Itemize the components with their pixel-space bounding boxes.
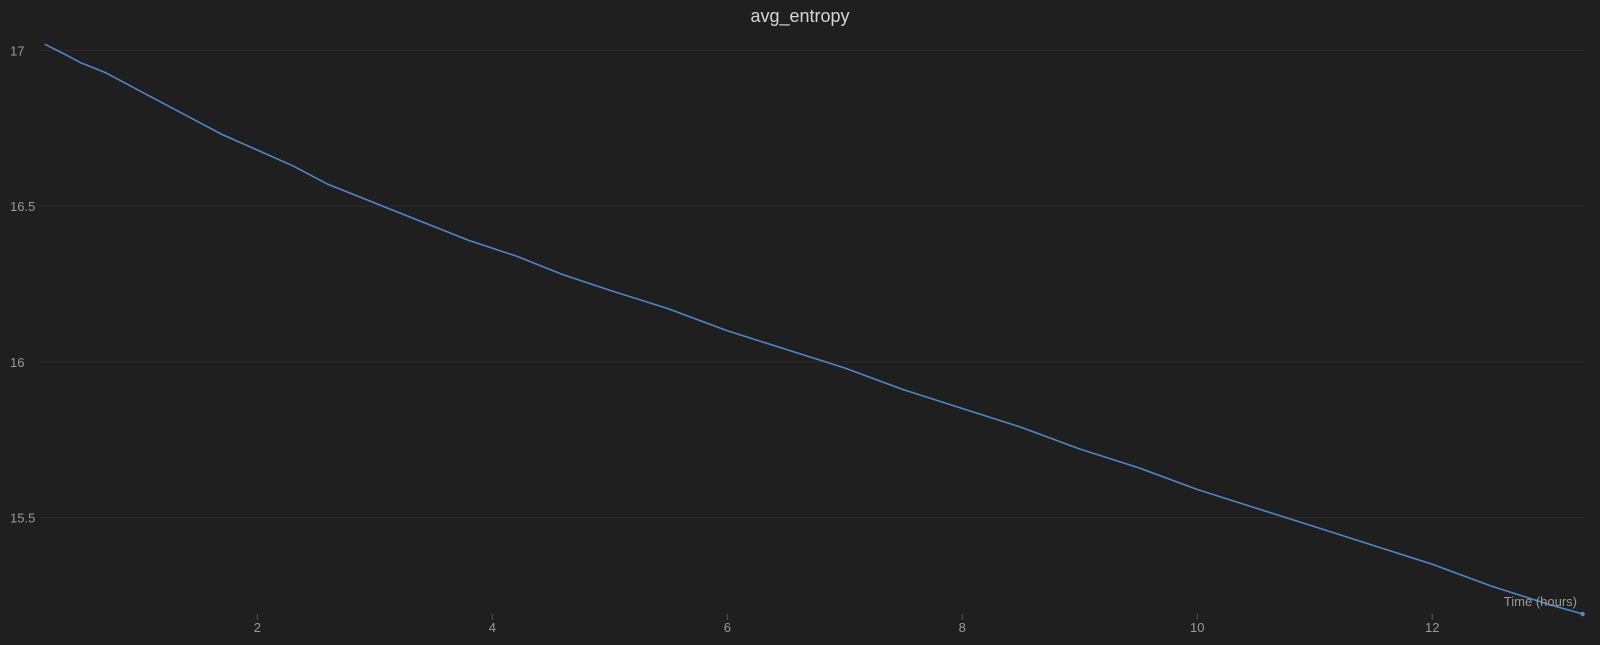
x-tick-label: 2 [254, 620, 261, 635]
series-line[interactable] [44, 43, 1583, 615]
y-tick-label: 16 [10, 355, 24, 370]
x-tick-label: 6 [724, 620, 731, 635]
series-layer [44, 43, 1585, 617]
x-tick-label: 4 [489, 620, 496, 635]
y-axis-ticks: 15.5 16 16.5 17 [10, 43, 35, 525]
x-tick-label: 8 [959, 620, 966, 635]
x-axis-ticks: 2 4 6 8 10 12 [254, 614, 1439, 635]
x-tick-label: 10 [1190, 620, 1204, 635]
x-tick-label: 12 [1425, 620, 1439, 635]
series-endpoint-marker[interactable] [1580, 611, 1585, 617]
y-tick-label: 15.5 [10, 510, 35, 525]
x-axis-label: Time (hours) [1504, 594, 1577, 609]
y-tick-label: 17 [10, 43, 24, 58]
chart-title: avg_entropy [750, 6, 850, 26]
grid-lines [40, 49, 1585, 518]
y-tick-label: 16.5 [10, 199, 35, 214]
